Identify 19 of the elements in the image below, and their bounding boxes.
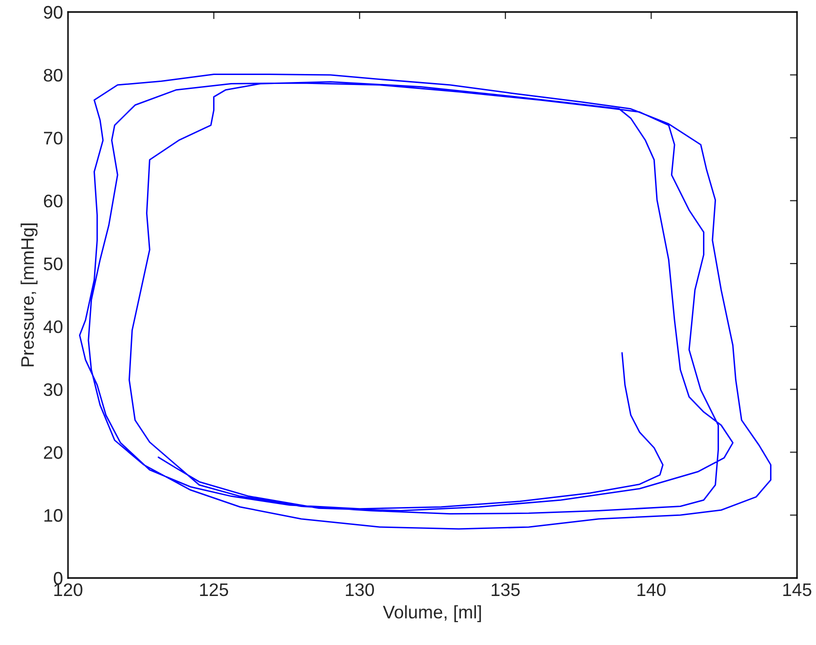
y-axis-title: Pressure, [mmHg] xyxy=(20,224,38,366)
x-tick-label: 135 xyxy=(492,583,520,596)
y-tick-label: 90 xyxy=(44,6,62,19)
y-tick-label: 60 xyxy=(44,194,62,208)
x-tick-label: 125 xyxy=(200,583,228,596)
y-tick-label: 20 xyxy=(44,446,62,459)
x-axis-title: Volume, [ml] xyxy=(382,605,481,622)
x-tick-label: 130 xyxy=(346,583,374,596)
y-tick-label: 0 xyxy=(54,572,62,585)
x-tick-label: 145 xyxy=(783,584,812,596)
y-tick-label: 70 xyxy=(44,132,62,144)
y-tick-label: 80 xyxy=(44,68,62,82)
line-series xyxy=(78,74,772,530)
y-tick-label: 50 xyxy=(44,257,62,270)
y-tick-label: 40 xyxy=(43,320,62,334)
x-tick-label: 120 xyxy=(54,583,82,596)
x-tick-label: 140 xyxy=(638,583,666,596)
y-tick-label: 30 xyxy=(44,383,62,396)
y-tick-label: 10 xyxy=(44,509,62,522)
